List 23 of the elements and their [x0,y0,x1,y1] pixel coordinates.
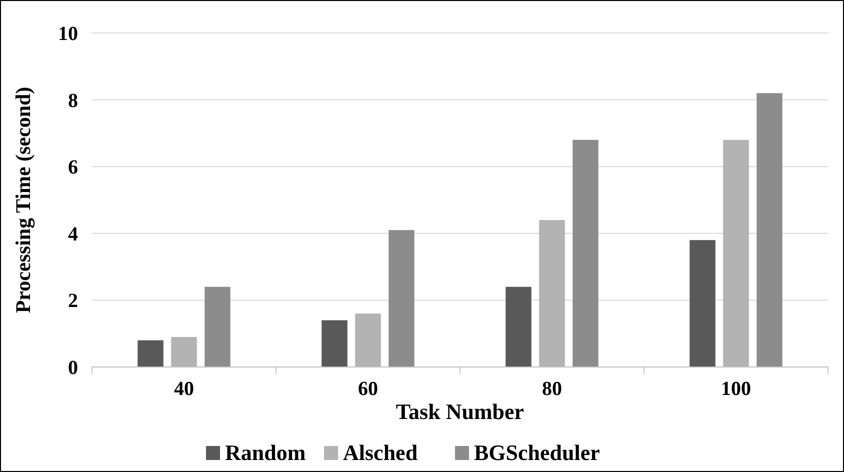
bar [204,286,230,367]
legend-label: BGScheduler [474,440,600,465]
y-tick-label: 0 [68,357,78,379]
y-axis-title: Processing Time (second) [11,86,35,314]
legend-label: Alsched [343,440,418,465]
y-tick-label: 8 [68,90,78,112]
x-tick-label: 100 [721,378,751,400]
bar [506,286,532,367]
bar [322,320,348,367]
x-tick-label: 80 [542,378,562,400]
bar [138,340,164,367]
y-tick-label: 10 [58,23,78,45]
y-tick-label: 4 [68,223,78,246]
x-tick-label: 60 [358,378,378,400]
x-axis-title: Task Number [396,399,524,424]
y-tick-label: 6 [68,156,78,179]
bar [756,93,782,367]
bar [388,230,414,367]
y-tick-label: 2 [68,290,78,312]
bar [572,140,598,367]
x-tick-label: 40 [174,378,194,400]
bar [690,240,716,367]
legend-label: Random [225,440,306,465]
